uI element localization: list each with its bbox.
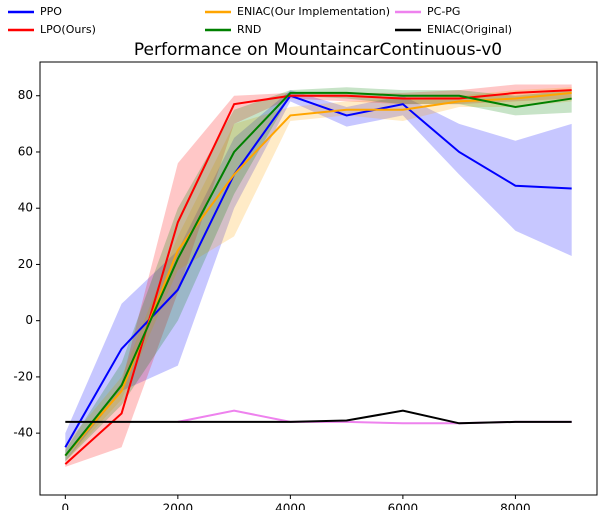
x-tick-label: 8000: [500, 502, 531, 510]
chart-title: Performance on MountaincarContinuous-v0: [134, 40, 502, 60]
series-line: [65, 409, 572, 425]
legend-label: ENIAC(Our Implementation): [237, 5, 390, 18]
plot-frame: [39, 61, 598, 496]
confidence-band: [65, 87, 572, 462]
series-line: [64, 91, 572, 457]
legend-label: PPO: [40, 5, 62, 18]
confidence-band: [65, 87, 572, 462]
y-tick-label: 0: [25, 313, 33, 327]
legend-label: ENIAC(Original): [427, 23, 512, 36]
y-tick-label: 40: [18, 201, 33, 215]
legend-label: PC-PG: [427, 5, 460, 18]
x-tick-label: 4000: [275, 502, 306, 510]
y-tick-label: 20: [18, 257, 33, 271]
y-tick-label: -20: [13, 369, 33, 383]
y-tick-label: -40: [13, 426, 33, 440]
confidence-band: [65, 90, 572, 462]
y-tick-label: 60: [18, 144, 33, 158]
confidence-band: [65, 84, 572, 467]
x-tick-label: 0: [61, 502, 69, 510]
legend-label: LPO(Ours): [40, 23, 96, 36]
x-tick-label: 6000: [388, 502, 419, 510]
x-tick-label: 2000: [163, 502, 194, 510]
y-tick-label: 80: [18, 88, 33, 102]
legend-label: RND: [237, 23, 261, 36]
series-line: [64, 89, 572, 465]
